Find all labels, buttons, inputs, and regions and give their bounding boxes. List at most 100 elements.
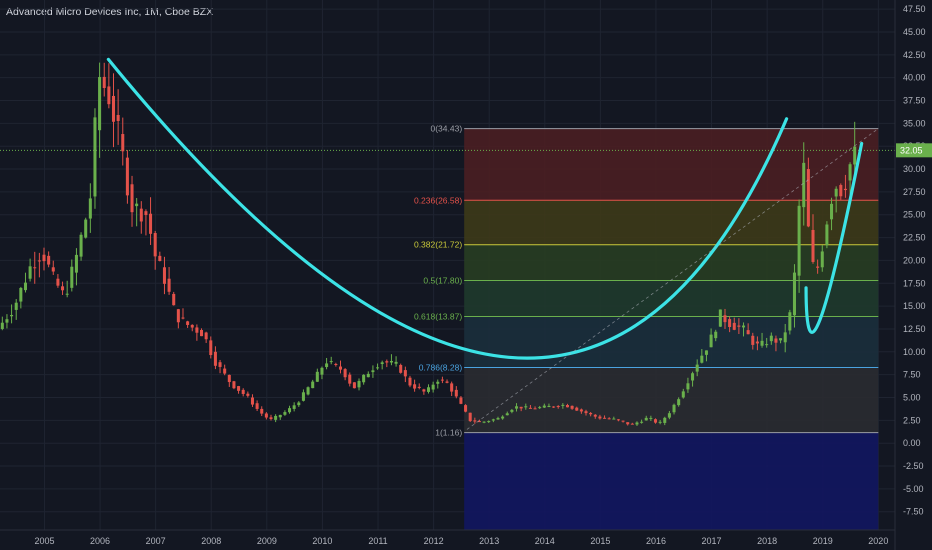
candle-body xyxy=(487,421,491,423)
y-tick-label: -5.00 xyxy=(903,484,924,494)
candle-body xyxy=(399,365,403,373)
fib-zone xyxy=(464,244,879,281)
candle-body xyxy=(533,408,537,410)
y-tick-label: 35.00 xyxy=(903,118,926,128)
candle-body xyxy=(728,319,732,327)
candle-body xyxy=(376,367,380,369)
candle-body xyxy=(454,389,458,397)
candle-body xyxy=(565,405,569,408)
candle-body xyxy=(788,312,792,331)
y-tick-label: -7.50 xyxy=(903,507,924,517)
candle-body xyxy=(765,344,769,346)
fib-level-label: 0.236(26.58) xyxy=(414,195,462,205)
candle-body xyxy=(274,415,278,420)
candle-body xyxy=(33,267,37,269)
candle-body xyxy=(352,382,356,389)
candle-body xyxy=(501,416,505,419)
candle-body xyxy=(621,420,625,422)
candle-body xyxy=(630,423,634,425)
fib-level-label: 0.5(17.80) xyxy=(423,276,462,286)
candle-body xyxy=(524,406,528,408)
y-tick-label: 7.50 xyxy=(903,370,921,380)
candle-body xyxy=(681,391,685,398)
candle-body xyxy=(329,361,333,363)
y-tick-label: 10.00 xyxy=(903,347,926,357)
price-axis: 47.5045.0042.5040.0037.5035.0032.5030.00… xyxy=(894,0,932,550)
candle-body xyxy=(751,335,755,345)
candle-body xyxy=(320,367,324,375)
x-tick-label: 2009 xyxy=(257,536,277,546)
candle-body xyxy=(718,309,722,327)
candle-body xyxy=(723,315,727,323)
candle-body xyxy=(297,402,301,406)
x-tick-label: 2011 xyxy=(368,536,387,546)
candle-body xyxy=(162,267,166,284)
y-tick-label: 37.50 xyxy=(903,96,926,106)
candle-body xyxy=(436,381,440,384)
candle-body xyxy=(292,405,296,409)
y-tick-label: 15.00 xyxy=(903,301,926,311)
candle-body xyxy=(237,386,241,391)
candle-body xyxy=(223,368,227,374)
candle-body xyxy=(417,386,421,388)
candle-body xyxy=(403,370,407,377)
candle-body xyxy=(389,360,393,363)
candle-body xyxy=(65,293,69,295)
last-price-tag xyxy=(896,143,932,158)
candle-body xyxy=(422,389,426,392)
last-price-label: 32.05 xyxy=(900,145,923,155)
candle-body xyxy=(199,329,204,337)
y-tick-label: 42.50 xyxy=(903,50,926,60)
candle-body xyxy=(528,407,532,409)
candle-body xyxy=(677,399,681,406)
candle-body xyxy=(769,335,773,342)
candle-body xyxy=(47,255,51,265)
candle-body xyxy=(797,205,801,276)
fib-level-label: 1(1.16) xyxy=(435,428,462,438)
candle-body xyxy=(792,272,796,316)
candle-body xyxy=(811,229,815,262)
candle-body xyxy=(139,208,143,222)
y-tick-label: 17.50 xyxy=(903,278,926,288)
candle-body xyxy=(10,314,14,317)
candle-body xyxy=(491,419,495,421)
candle-body xyxy=(589,412,593,415)
candle-body xyxy=(98,77,102,131)
x-tick-label: 2017 xyxy=(702,536,722,546)
candle-body xyxy=(459,397,463,404)
candle-body xyxy=(42,254,46,262)
candle-body xyxy=(519,406,523,409)
x-tick-label: 2010 xyxy=(312,536,332,546)
x-tick-label: 2006 xyxy=(90,536,110,546)
y-tick-label: 20.00 xyxy=(903,255,926,265)
candle-body xyxy=(575,407,579,411)
candle-body xyxy=(843,188,847,191)
candle-body xyxy=(584,411,588,414)
candle-body xyxy=(153,233,157,257)
candle-body xyxy=(255,403,259,409)
candle-body xyxy=(366,373,370,378)
candle-body xyxy=(579,409,583,412)
x-tick-label: 2005 xyxy=(34,536,54,546)
candle-body xyxy=(357,380,361,388)
candle-body xyxy=(167,278,171,292)
x-tick-label: 2008 xyxy=(201,536,221,546)
candle-body xyxy=(278,414,282,418)
candle-body xyxy=(301,392,305,401)
candle-body xyxy=(186,321,190,325)
candle-body xyxy=(111,95,116,122)
candle-body xyxy=(704,350,708,355)
candle-body xyxy=(779,338,783,341)
candle-body xyxy=(709,334,713,348)
candle-body xyxy=(848,164,852,181)
candle-body xyxy=(413,384,417,389)
candle-body xyxy=(348,374,352,384)
candle-body xyxy=(0,322,4,329)
candle-body xyxy=(102,76,106,89)
x-tick-label: 2019 xyxy=(813,536,833,546)
candle-body xyxy=(755,341,759,344)
candle-body xyxy=(830,203,834,220)
candle-body xyxy=(450,383,454,392)
candle-body xyxy=(325,363,329,368)
